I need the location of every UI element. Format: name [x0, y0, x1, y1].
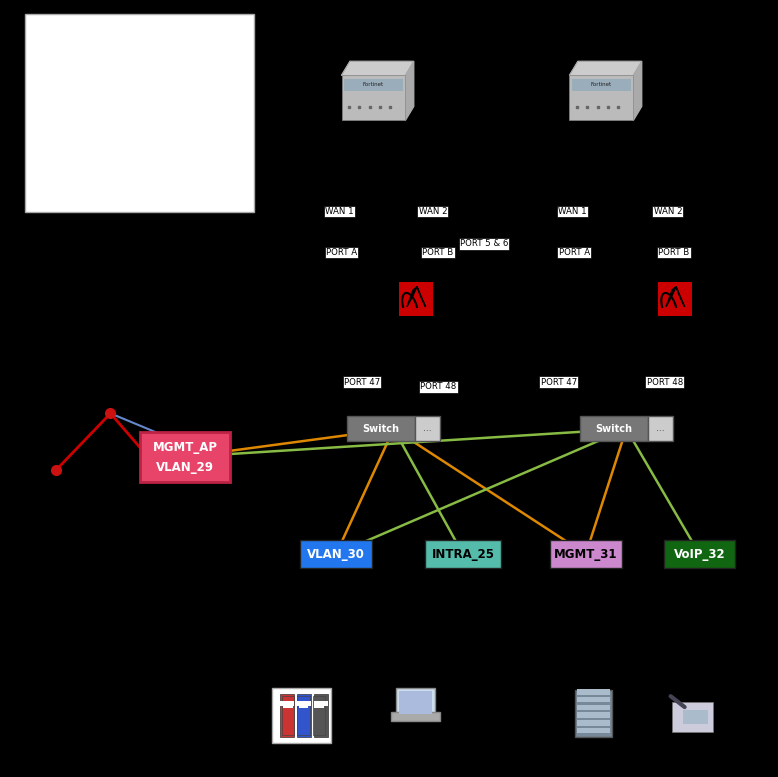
Text: Switch: Switch [363, 424, 400, 434]
FancyBboxPatch shape [314, 694, 328, 737]
Text: PORT 47: PORT 47 [344, 378, 380, 387]
FancyBboxPatch shape [580, 416, 648, 441]
FancyBboxPatch shape [569, 75, 633, 120]
FancyBboxPatch shape [300, 540, 372, 568]
FancyBboxPatch shape [683, 710, 708, 724]
Text: Switch 1 --> FortiGate 1 --> Port A: Switch 1 --> FortiGate 1 --> Port A [50, 149, 230, 159]
Text: WAN 1: WAN 1 [325, 207, 354, 216]
Text: FortiAP 1 --> Switch 1 -->
        Port 2: FortiAP 1 --> Switch 1 --> Port 2 [73, 25, 206, 47]
FancyBboxPatch shape [577, 697, 610, 702]
FancyBboxPatch shape [577, 705, 610, 710]
FancyBboxPatch shape [391, 712, 440, 721]
Text: MGMT_AP: MGMT_AP [152, 441, 218, 454]
Text: WAN 2: WAN 2 [419, 207, 447, 216]
Polygon shape [569, 61, 642, 75]
FancyBboxPatch shape [575, 690, 612, 737]
Text: Fortinet: Fortinet [363, 82, 384, 87]
FancyBboxPatch shape [344, 78, 403, 91]
Text: VLAN_30: VLAN_30 [307, 548, 365, 560]
Text: Switch 2 --> FortiGate 2 --> Port B: Switch 2 --> FortiGate 2 --> Port B [50, 198, 230, 208]
FancyBboxPatch shape [399, 282, 433, 316]
Text: Fortinet: Fortinet [591, 82, 612, 87]
FancyBboxPatch shape [297, 696, 310, 735]
Text: WAN 2: WAN 2 [654, 207, 682, 216]
FancyBboxPatch shape [572, 78, 631, 91]
FancyBboxPatch shape [280, 701, 294, 706]
FancyBboxPatch shape [550, 540, 622, 568]
FancyBboxPatch shape [577, 728, 610, 733]
FancyBboxPatch shape [297, 701, 311, 706]
FancyBboxPatch shape [425, 540, 501, 568]
Polygon shape [342, 61, 414, 75]
FancyBboxPatch shape [299, 702, 308, 708]
Text: PORT 47: PORT 47 [541, 378, 577, 387]
FancyBboxPatch shape [297, 694, 311, 737]
FancyBboxPatch shape [577, 720, 610, 726]
FancyBboxPatch shape [283, 702, 293, 708]
FancyBboxPatch shape [347, 416, 415, 441]
Text: PORT 48: PORT 48 [420, 382, 457, 392]
Text: Switch: Switch [595, 424, 633, 434]
FancyBboxPatch shape [314, 701, 328, 706]
FancyBboxPatch shape [577, 689, 610, 695]
FancyBboxPatch shape [272, 688, 331, 743]
Text: PORT A: PORT A [559, 248, 590, 257]
Polygon shape [633, 61, 642, 120]
FancyBboxPatch shape [396, 688, 435, 717]
FancyBboxPatch shape [577, 713, 610, 718]
Text: PORT 48: PORT 48 [647, 378, 683, 387]
FancyBboxPatch shape [342, 75, 405, 120]
FancyBboxPatch shape [313, 696, 325, 735]
FancyBboxPatch shape [664, 540, 735, 568]
FancyBboxPatch shape [399, 691, 432, 714]
Polygon shape [407, 287, 426, 307]
FancyBboxPatch shape [282, 696, 294, 735]
FancyBboxPatch shape [280, 694, 294, 737]
Text: Switch 1 --> FortiGate 2 --> Port A: Switch 1 --> FortiGate 2 --> Port A [50, 166, 230, 176]
Polygon shape [405, 61, 414, 120]
Text: PORT B: PORT B [658, 248, 689, 257]
FancyBboxPatch shape [25, 14, 254, 212]
Text: VoIP_32: VoIP_32 [674, 548, 725, 560]
Text: Instra_25 --> Switch 2 -->
        Port 11: Instra_25 --> Switch 2 --> Port 11 [72, 107, 207, 130]
Text: WAN 1: WAN 1 [558, 207, 587, 216]
Text: ...: ... [423, 424, 432, 434]
Text: VLAN_29: VLAN_29 [156, 462, 214, 474]
FancyBboxPatch shape [672, 702, 713, 732]
Text: FortiAP 2 --> Switch 1 -->
        Port 4: FortiAP 2 --> Switch 1 --> Port 4 [73, 65, 206, 87]
Text: ...: ... [656, 424, 664, 434]
Text: INTRA_25: INTRA_25 [432, 548, 494, 560]
Text: PORT A: PORT A [326, 248, 357, 257]
FancyBboxPatch shape [140, 432, 230, 482]
Text: Switch 2 --> FortiGate 1 --> Port A: Switch 2 --> FortiGate 1 --> Port A [50, 182, 230, 192]
FancyBboxPatch shape [415, 416, 440, 441]
Polygon shape [666, 287, 685, 307]
Text: PORT 5 & 6: PORT 5 & 6 [460, 239, 508, 249]
Text: PORT B: PORT B [422, 248, 454, 257]
FancyBboxPatch shape [314, 702, 324, 708]
Text: MGMT_31: MGMT_31 [554, 548, 618, 560]
FancyBboxPatch shape [648, 416, 673, 441]
FancyBboxPatch shape [658, 282, 692, 316]
